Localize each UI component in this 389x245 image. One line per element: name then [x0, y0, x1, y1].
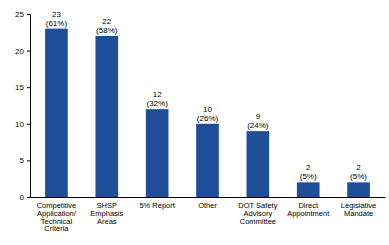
x-tick-label-line: Areas: [97, 217, 117, 226]
y-tick-label: 15: [15, 83, 24, 92]
x-tick: DirectAppointment: [287, 197, 330, 218]
x-tick-label-line: Committee: [240, 217, 276, 226]
data-label-line: 10: [203, 105, 212, 114]
x-tick-label: CompetitiveApplication/TechnicalCriteria: [37, 201, 77, 234]
bar: [347, 182, 370, 197]
y-tick-label: 10: [15, 120, 24, 129]
data-label-line: 23: [52, 10, 61, 19]
data-label-line: (5%): [350, 172, 367, 181]
y-tick-mark: [27, 14, 30, 15]
y-tick: 20: [15, 47, 30, 56]
x-tick-label-line: Mandate: [344, 209, 373, 218]
data-label-line: (26%): [197, 114, 219, 123]
x-tick-label-line: 5% Report: [139, 201, 175, 210]
data-label-line: 12: [153, 90, 162, 99]
data-label: 9(24%): [247, 112, 269, 130]
y-tick: 10: [15, 120, 30, 129]
data-label-line: 2: [306, 163, 311, 172]
bar: [45, 29, 68, 197]
x-tick: DOT SafetyAdvisoryCommittee: [238, 197, 277, 226]
x-tick-label-line: Appointment: [287, 209, 330, 218]
y-tick-label: 5: [20, 156, 25, 165]
y-axis: 0 5 10 15 20 25: [15, 10, 30, 202]
data-label: 22(58%): [96, 17, 118, 35]
y-tick-mark: [27, 197, 30, 198]
x-axis-line: [31, 197, 386, 198]
y-tick-label: 20: [15, 47, 24, 56]
data-label: 2(5%): [350, 163, 367, 181]
data-label-line: (32%): [146, 99, 168, 108]
bar: [95, 36, 118, 197]
bars: [45, 29, 370, 197]
data-label: 23(61%): [46, 10, 68, 28]
data-label-line: 2: [356, 163, 361, 172]
x-tick-label-line: Criteria: [44, 224, 69, 233]
x-tick-label: Other: [198, 201, 217, 210]
x-tick-label: DOT SafetyAdvisoryCommittee: [238, 201, 277, 226]
data-label-line: (58%): [96, 26, 118, 35]
x-tick: CompetitiveApplication/TechnicalCriteria: [37, 197, 77, 233]
y-tick-mark: [27, 124, 30, 125]
y-tick-label: 0: [20, 193, 25, 202]
data-label-line: (5%): [300, 172, 317, 181]
x-tick-label: LegislativeMandate: [341, 201, 376, 218]
y-tick: 0: [20, 193, 30, 202]
bar: [146, 109, 169, 197]
data-label: 10(26%): [197, 105, 219, 123]
y-tick: 25: [15, 10, 30, 19]
bar: [196, 124, 219, 197]
x-axis: CompetitiveApplication/TechnicalCriteria…: [31, 197, 386, 233]
x-tick-label: 5% Report: [139, 201, 175, 210]
y-tick-mark: [27, 160, 30, 161]
x-tick-label-line: Other: [198, 201, 217, 210]
data-label: 12(32%): [146, 90, 168, 108]
chart: 0 5 10 15 20 25 CompetitiveApplication/Technic…: [0, 0, 389, 245]
x-tick: Other: [198, 197, 217, 210]
bar: [297, 182, 320, 197]
data-label: 2(5%): [300, 163, 317, 181]
x-tick-label: DirectAppointment: [287, 201, 330, 218]
x-tick: SHSPEmphasisAreas: [90, 197, 123, 226]
x-tick: LegislativeMandate: [341, 197, 376, 218]
y-tick-label: 25: [15, 10, 24, 19]
data-label-line: 22: [102, 17, 111, 26]
x-tick-label: SHSPEmphasisAreas: [90, 201, 123, 226]
data-label-line: (61%): [46, 19, 68, 28]
data-label-line: 9: [256, 112, 261, 121]
y-tick: 15: [15, 83, 30, 92]
y-tick: 5: [20, 156, 30, 165]
y-tick-mark: [27, 51, 30, 52]
y-tick-mark: [27, 87, 30, 88]
bar: [247, 131, 270, 197]
y-axis-line: [27, 15, 31, 198]
data-label-line: (24%): [247, 121, 269, 130]
x-tick: 5% Report: [139, 197, 175, 210]
data-labels: 23(61%)22(58%)12(32%)10(26%)9(24%)2(5%)2…: [46, 10, 368, 182]
